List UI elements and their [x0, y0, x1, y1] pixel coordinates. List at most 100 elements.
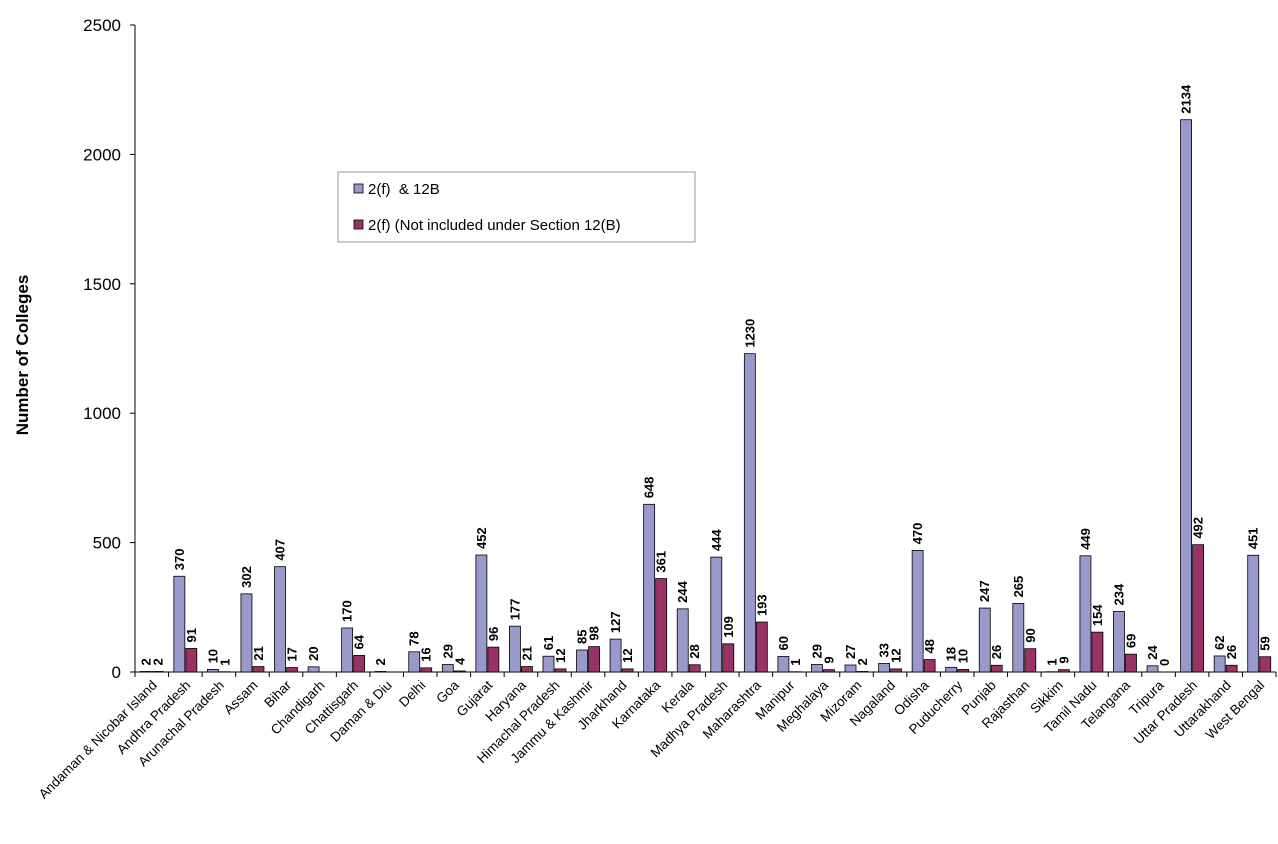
data-label-series-2: 361 [654, 551, 669, 573]
bar-series-1 [1180, 119, 1193, 673]
legend-label-series-1: 2(f) & 12B [368, 181, 440, 198]
bar-series-2 [1024, 648, 1037, 673]
data-label-series-1: 127 [608, 611, 623, 633]
data-label-series-1: 1 [1044, 659, 1059, 666]
data-label-series-1: 1230 [742, 319, 757, 348]
bar-series-2 [957, 669, 970, 673]
bar-series-1 [374, 671, 387, 673]
data-label-series-2: 12 [620, 648, 635, 662]
data-label-series-1: 170 [340, 600, 355, 622]
data-label-series-2: 69 [1123, 634, 1138, 648]
y-tick-label: 1000 [83, 404, 121, 423]
y-tick-label: 2000 [83, 145, 121, 164]
bar-series-1 [542, 655, 555, 673]
data-label-series-1: 10 [205, 649, 220, 663]
data-label-series-1: 302 [239, 566, 254, 588]
bar-series-2 [1125, 653, 1137, 673]
bar-series-1 [139, 671, 152, 673]
data-label-series-2: 28 [687, 644, 702, 658]
y-tick-label: 2500 [83, 16, 121, 35]
data-label-series-2: 26 [989, 645, 1004, 659]
data-label-series-2: 91 [184, 628, 199, 642]
bar-series-1 [945, 666, 958, 673]
data-label-series-1: 2 [138, 658, 153, 665]
y-axis-label: Number of Colleges [13, 275, 32, 436]
data-label-series-1: 244 [675, 580, 690, 602]
data-label-series-1: 452 [474, 527, 489, 549]
data-label-series-1: 234 [1111, 583, 1126, 605]
data-label-series-2: 2 [150, 658, 165, 665]
bar-series-1 [341, 627, 354, 673]
legend-swatch-series-1 [353, 183, 364, 194]
data-label-series-1: 265 [1011, 576, 1026, 598]
bar-series-2 [1225, 664, 1238, 673]
bar-series-1 [743, 353, 756, 673]
data-label-series-1: 648 [642, 477, 657, 499]
bar-series-1 [811, 664, 823, 673]
bar-series-2 [990, 664, 1003, 673]
data-label-series-1: 470 [910, 523, 925, 545]
bar-series-2 [655, 578, 668, 673]
y-tick-label: 0 [112, 663, 121, 682]
data-label-series-2: 10 [956, 649, 971, 663]
bar-series-1 [441, 664, 454, 673]
bar-series-2 [1057, 669, 1070, 673]
data-label-series-2: 1 [788, 659, 803, 666]
data-label-series-2: 2 [855, 658, 870, 665]
data-label-series-1: 370 [172, 549, 187, 571]
data-label-series-2: 12 [553, 648, 568, 662]
data-label-series-2: 90 [1023, 628, 1038, 642]
data-label-series-2: 16 [419, 647, 434, 661]
bar-series-2 [521, 666, 533, 673]
bar-series-1 [206, 669, 219, 673]
data-label-series-2: 21 [251, 646, 266, 660]
bar-series-2 [185, 648, 198, 673]
data-label-series-1: 451 [1246, 528, 1261, 550]
bar-series-2 [621, 668, 634, 673]
bar-series-1 [710, 556, 723, 673]
bar-series-2 [923, 659, 936, 673]
bar-series-1 [1213, 655, 1226, 673]
bar-series-2 [1192, 544, 1205, 673]
bars [139, 119, 1272, 673]
bar-series-2 [856, 671, 869, 673]
data-label-series-2: 9 [821, 656, 836, 663]
data-label-series-1: 62 [1212, 635, 1227, 649]
bar-series-2 [588, 646, 600, 673]
data-label-series-1: 27 [843, 645, 858, 659]
data-label-series-1: 18 [944, 647, 959, 661]
bar-series-2 [252, 666, 265, 673]
bar-series-2 [890, 668, 902, 673]
legend-label-series-2: 2(f) (Not included under Section 12(B) [368, 217, 621, 234]
bar-series-2 [286, 667, 298, 673]
data-label-series-2: 9 [1056, 656, 1071, 663]
bar-series-1 [978, 607, 991, 673]
bar-series-2 [487, 646, 500, 673]
data-label-series-1: 247 [977, 580, 992, 602]
data-label-series-2: 48 [922, 639, 937, 653]
data-label-series-2: 1 [217, 659, 232, 666]
data-label-series-1: 33 [877, 643, 892, 657]
bar-series-1 [1012, 603, 1025, 673]
data-label-series-1: 444 [709, 529, 724, 551]
bar-series-2 [151, 671, 164, 673]
data-label-series-1: 29 [440, 644, 455, 658]
data-label-series-2: 4 [452, 657, 467, 665]
bar-series-2 [420, 667, 433, 673]
data-label-series-2: 0 [1157, 659, 1172, 666]
legend: 2(f) & 12B 2(f) (Not included under Sect… [337, 171, 696, 243]
data-label-series-1: 2134 [1179, 84, 1194, 114]
bar-series-2 [1091, 631, 1104, 673]
bar-series-2 [554, 668, 567, 673]
legend-swatch-series-2 [353, 219, 364, 230]
data-label-series-2: 26 [1224, 645, 1239, 659]
data-label-series-2: 96 [486, 627, 501, 641]
data-label-series-2: 193 [754, 594, 769, 616]
bar-series-2 [353, 655, 366, 673]
bar-series-1 [408, 651, 421, 673]
bar-series-1 [609, 638, 622, 673]
legend-box [337, 171, 696, 243]
